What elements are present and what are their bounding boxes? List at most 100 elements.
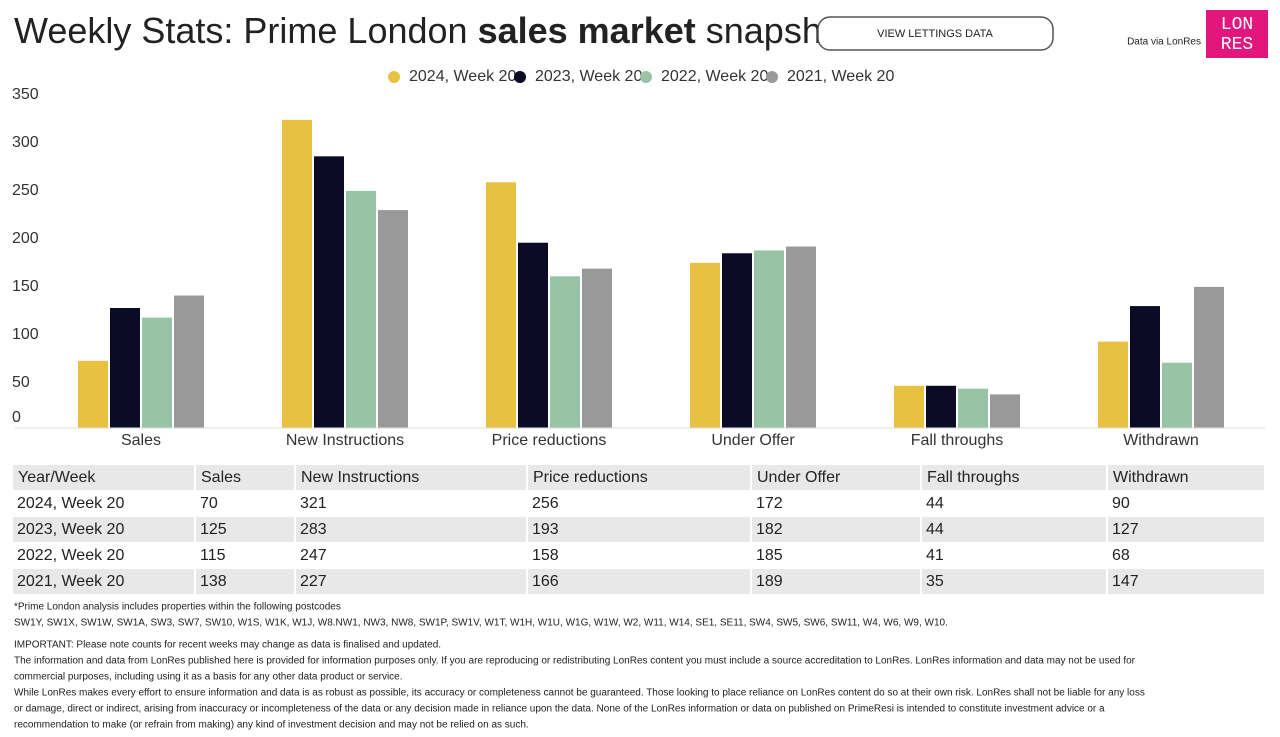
table-cell — [528, 491, 750, 516]
y-tick-label: 200 — [12, 230, 39, 247]
table-cell-text: 2022, Week 20 — [17, 547, 124, 564]
table-cell-text: 185 — [756, 547, 783, 564]
table-cell-text: 227 — [300, 573, 327, 590]
bar — [486, 182, 516, 428]
bar — [786, 246, 816, 428]
table-cell-text: 2021, Week 20 — [17, 573, 124, 590]
bar — [378, 210, 408, 428]
note: or damage, direct or indirect, arising f… — [14, 704, 1105, 715]
y-tick-label: 250 — [12, 182, 39, 199]
table-header: Withdrawn — [1113, 469, 1189, 486]
bar — [582, 268, 612, 428]
bar — [346, 190, 376, 428]
table-cell — [196, 543, 294, 568]
note: recommendation to make (or refrain from … — [14, 720, 529, 731]
bar — [958, 388, 988, 428]
table-cell — [13, 465, 194, 490]
note: IMPORTANT: Please note counts for recent… — [14, 640, 441, 651]
table-cell — [296, 517, 526, 542]
x-tick-label: Withdrawn — [1123, 432, 1199, 449]
note: *Prime London analysis includes properti… — [14, 602, 341, 613]
x-tick-label: Sales — [121, 432, 161, 449]
table-cell — [196, 569, 294, 594]
table-cell-text: 172 — [756, 495, 783, 512]
button[interactable] — [817, 16, 1054, 51]
bar — [110, 308, 140, 428]
table-cell-text: 283 — [300, 521, 327, 538]
y-tick-label: 50 — [12, 374, 30, 391]
table-cell — [922, 569, 1106, 594]
bar — [550, 276, 580, 428]
table-cell — [752, 517, 920, 542]
table-cell — [922, 517, 1106, 542]
table-cell — [296, 491, 526, 516]
legend-marker — [388, 71, 400, 83]
bar — [754, 250, 784, 428]
table-cell — [752, 465, 920, 490]
source: Data via LonRes — [1127, 37, 1201, 48]
bar — [314, 156, 344, 428]
x-tick-label: New Instructions — [286, 432, 404, 449]
table-cell — [296, 543, 526, 568]
note: SW1Y, SW1X, SW1W, SW1A, SW3, SW7, SW10, … — [14, 618, 948, 629]
table-cell-text: 147 — [1112, 573, 1139, 590]
legend-label: 2023, Week 20 — [535, 68, 642, 85]
bar — [78, 360, 108, 428]
table-cell-text: 193 — [532, 521, 559, 538]
table-header: Sales — [201, 469, 241, 486]
table-cell-text: 125 — [200, 521, 227, 538]
bar — [1162, 362, 1192, 428]
table-cell — [13, 517, 194, 542]
table-cell — [296, 569, 526, 594]
table-cell — [196, 491, 294, 516]
table-header: Fall throughs — [927, 469, 1020, 486]
note: While LonRes makes every effort to ensur… — [14, 688, 1145, 699]
legend-label: 2022, Week 20 — [661, 68, 768, 85]
table-cell-text: 2024, Week 20 — [17, 495, 124, 512]
note: The information and data from LonRes pub… — [14, 656, 1136, 667]
bar — [926, 385, 956, 428]
table-cell — [296, 465, 526, 490]
table-cell-text: 127 — [1112, 521, 1139, 538]
table-cell — [528, 543, 750, 568]
legend-marker — [640, 71, 652, 83]
logo — [1206, 10, 1268, 58]
table-cell — [528, 465, 750, 490]
bar — [1098, 341, 1128, 428]
button-label[interactable]: VIEW LETTINGS DATA — [877, 28, 993, 40]
table-cell-text: 90 — [1112, 495, 1130, 512]
x-tick-label: Under Offer — [711, 432, 795, 449]
table-cell-text: 158 — [532, 547, 559, 564]
table-cell — [1108, 465, 1264, 490]
table-cell-text: 138 — [200, 573, 227, 590]
table-cell — [1108, 491, 1264, 516]
table-header: New Instructions — [301, 469, 419, 486]
bar — [282, 119, 312, 428]
table-cell-text: 321 — [300, 495, 327, 512]
legend-label: 2021, Week 20 — [787, 68, 894, 85]
table-cell-text: 189 — [756, 573, 783, 590]
y-tick-label: 100 — [12, 326, 39, 343]
title-part: sales market — [478, 10, 696, 51]
table-cell — [1108, 569, 1264, 594]
legend-marker — [514, 71, 526, 83]
table-cell — [13, 491, 194, 516]
bar — [990, 394, 1020, 428]
x-tick-label: Fall throughs — [911, 432, 1004, 449]
table-cell — [196, 517, 294, 542]
legend-marker — [766, 71, 778, 83]
table-cell-text: 115 — [200, 547, 226, 564]
table-cell-text: 44 — [926, 495, 944, 512]
bar — [142, 317, 172, 428]
table-cell-text: 166 — [532, 573, 559, 590]
legend-label: 2024, Week 20 — [409, 68, 516, 85]
table-cell — [752, 543, 920, 568]
x-tick-label: Price reductions — [492, 432, 607, 449]
y-tick-label: 0 — [12, 409, 21, 426]
table-cell-text: 256 — [532, 495, 559, 512]
bar — [1194, 286, 1224, 428]
table-cell — [752, 569, 920, 594]
table-cell — [528, 569, 750, 594]
